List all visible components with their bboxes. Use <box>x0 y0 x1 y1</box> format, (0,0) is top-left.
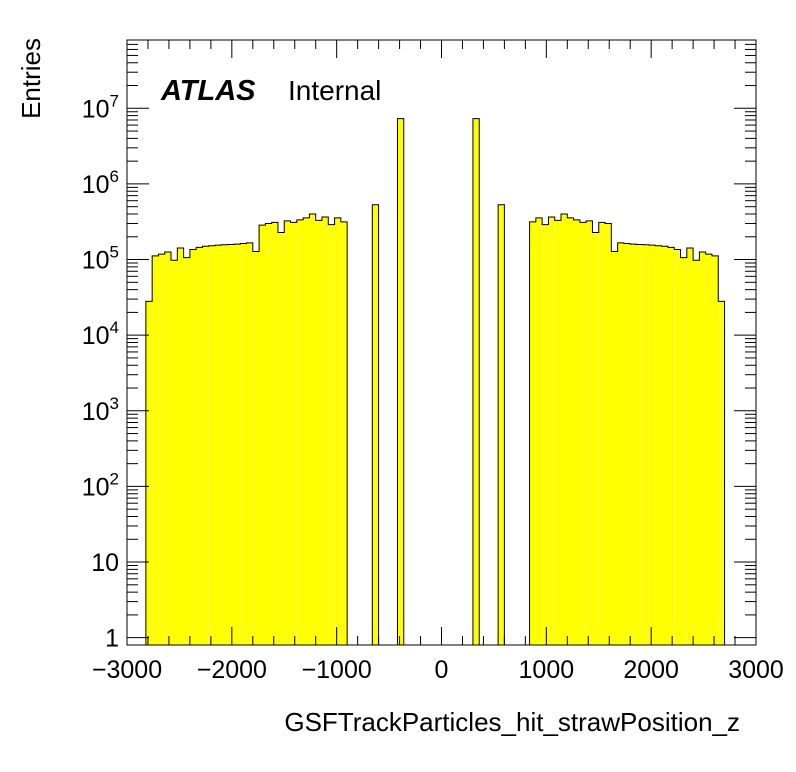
histogram-outline <box>371 204 380 645</box>
x-tick-label: −1000 <box>302 656 372 684</box>
internal-label: Internal <box>288 75 381 106</box>
y-axis-label: Entries <box>16 38 46 119</box>
histogram-bin <box>252 251 260 646</box>
histogram-outline <box>529 213 726 645</box>
y-tick-label: 104 <box>82 318 119 350</box>
x-tick-label: −2000 <box>197 656 267 684</box>
histogram-bin <box>334 217 341 645</box>
histogram-bin <box>372 204 379 645</box>
histogram-bin <box>598 222 606 645</box>
histogram-bin <box>693 260 700 645</box>
histogram-bin <box>183 257 190 645</box>
histogram-bin <box>592 232 599 645</box>
x-axis-ticks <box>126 40 757 645</box>
histogram-bin <box>718 301 725 645</box>
histogram-bin <box>529 221 536 645</box>
histogram-bin <box>561 214 568 646</box>
histogram-bin <box>246 242 253 645</box>
histogram-bin <box>277 232 285 645</box>
histogram-bin <box>309 214 316 646</box>
histogram-bin <box>221 244 228 645</box>
histogram-outline <box>497 204 505 645</box>
y-tick-label: 10 <box>91 549 119 577</box>
histogram-bin <box>340 221 348 645</box>
histogram-bin <box>233 244 241 645</box>
y-tick-label: 103 <box>82 394 119 426</box>
histogram-bin <box>579 222 587 645</box>
histogram-bin <box>296 219 304 645</box>
histogram-bin <box>674 249 681 645</box>
histogram-bin <box>259 225 266 645</box>
histogram-bin <box>498 204 505 645</box>
x-axis-tick-labels: −3000 −2000 −1000 0 1000 2000 3000 <box>92 656 784 684</box>
y-tick-label: 107 <box>82 91 119 123</box>
histogram-bin <box>667 247 675 646</box>
histogram-outline <box>396 118 405 645</box>
histogram-bin <box>472 118 480 645</box>
x-tick-label: 0 <box>435 656 449 684</box>
histogram-bin <box>567 217 574 645</box>
histogram-bin <box>554 220 562 645</box>
histogram-bin <box>636 244 643 645</box>
histogram-outline <box>145 213 348 645</box>
histogram-bin <box>655 245 662 646</box>
histogram-bin <box>611 251 618 646</box>
histogram-bin <box>686 248 694 646</box>
y-tick-label: 1 <box>105 625 119 653</box>
histogram-bin <box>315 220 322 645</box>
histogram-bin <box>208 245 216 646</box>
histogram-bin <box>705 254 712 645</box>
histogram-bin <box>586 220 593 645</box>
histogram-bin <box>202 246 209 645</box>
histogram-bin <box>177 248 184 646</box>
histogram-bin <box>215 245 222 645</box>
histogram-bin <box>680 257 687 645</box>
histogram-bin <box>145 301 153 645</box>
x-tick-label: 3000 <box>728 656 784 684</box>
y-tick-label: 105 <box>82 243 119 275</box>
histogram-bin <box>397 118 404 645</box>
histogram-bin <box>152 255 159 645</box>
histogram-bin <box>240 243 247 645</box>
histogram-bin <box>290 222 297 645</box>
histogram-bin <box>164 251 172 645</box>
x-tick-label: −3000 <box>92 656 162 684</box>
histogram-bin <box>189 249 197 645</box>
histogram-bin <box>542 224 549 645</box>
x-tick-label: 1000 <box>519 656 575 684</box>
histogram-bin <box>605 223 612 646</box>
histogram-bin <box>158 254 165 645</box>
y-axis-ticks <box>127 39 756 639</box>
y-tick-label: 102 <box>82 469 119 501</box>
histogram-bin <box>699 251 706 645</box>
histogram-bin <box>617 242 624 645</box>
histogram-bin <box>661 246 668 645</box>
y-tick-label: 106 <box>82 167 119 199</box>
histogram-bin <box>303 217 310 645</box>
histogram-bin <box>548 217 555 646</box>
histogram-bin <box>271 222 278 645</box>
histogram-bin <box>265 223 272 646</box>
histogram-bin <box>623 243 631 645</box>
histogram-bin <box>171 260 178 645</box>
histogram-bin <box>328 224 335 645</box>
atlas-label: ATLAS <box>160 75 256 107</box>
histogram-bin <box>535 217 543 645</box>
histogram-bin <box>284 220 291 645</box>
x-tick-label: 2000 <box>623 656 679 684</box>
histogram-bin <box>321 217 329 646</box>
histogram-bars <box>145 118 726 646</box>
histogram-outline <box>472 118 480 645</box>
x-axis-label: GSFTrackParticles_hit_strawPosition_z <box>284 707 740 737</box>
histogram-bin <box>630 244 637 645</box>
histogram-bin <box>642 244 650 645</box>
y-axis-tick-labels: 1 10 102 103 104 105 106 107 <box>82 91 119 652</box>
histogram-bin <box>649 245 656 645</box>
histogram-bin <box>711 255 719 645</box>
histogram-bin <box>196 247 203 646</box>
histogram-bin <box>227 244 234 645</box>
histogram-bin <box>573 219 580 645</box>
